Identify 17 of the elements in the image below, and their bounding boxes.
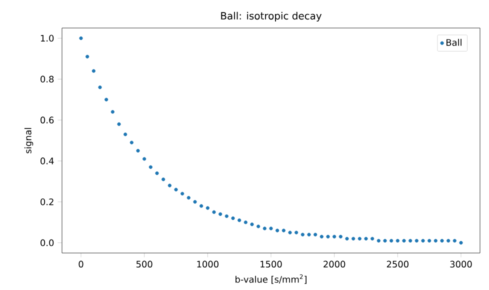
x-tick-label: 1000 xyxy=(197,260,218,268)
x-tick-label: 0 xyxy=(78,260,84,268)
x-axis-title: b-value [s/mm$^{2}$] xyxy=(236,274,306,284)
y-tick-label: 0.8 xyxy=(40,76,54,83)
y-tick-label: 0.4 xyxy=(40,158,54,164)
chart-title: Ball: isotropic decay xyxy=(221,12,322,22)
x-tick-label: 2000 xyxy=(324,260,346,268)
y-tick-label: 0.2 xyxy=(40,198,54,206)
x-tick-label: 3000 xyxy=(450,260,472,268)
y-tick-label: 0.0 xyxy=(40,239,54,246)
y-tick-label: 0.6 xyxy=(40,116,54,124)
x-tick-label: 2500 xyxy=(386,260,408,268)
legend-label: Ball xyxy=(446,38,462,46)
x-tick-label: 500 xyxy=(136,260,152,268)
y-axis-title: signal xyxy=(24,128,34,154)
y-tick-label: 1.0 xyxy=(40,34,54,42)
x-tick-label: 1500 xyxy=(260,260,282,268)
